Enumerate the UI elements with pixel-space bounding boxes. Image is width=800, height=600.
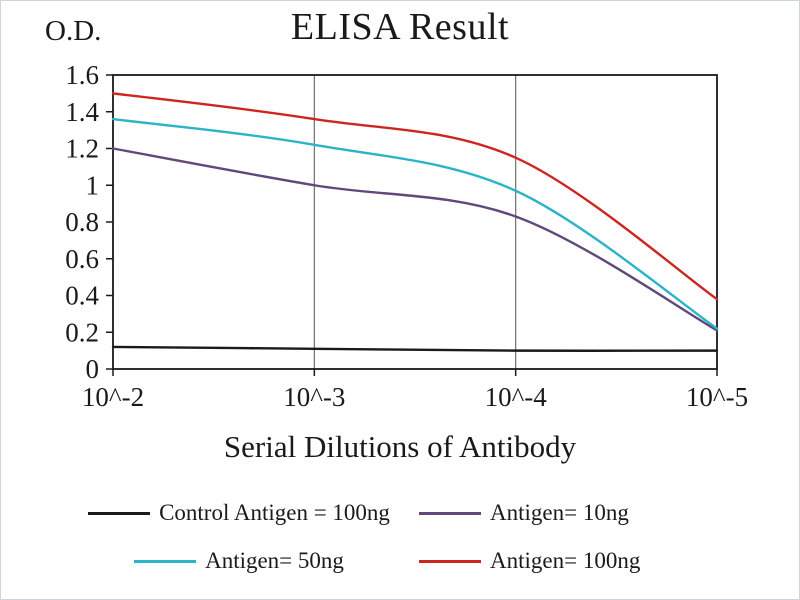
y-tick-label: 0 [86, 354, 100, 384]
legend-item-antigen-50ng: Antigen= 50ng [59, 539, 419, 583]
legend-label: Antigen= 10ng [490, 500, 629, 525]
legend-label: Antigen= 100ng [490, 548, 641, 573]
legend-item-antigen-10ng: Antigen= 10ng [419, 491, 779, 535]
legend-line-sample [419, 511, 481, 515]
y-tick-label: 1 [86, 170, 100, 200]
x-tick-label: 10^-3 [283, 382, 345, 412]
y-tick-label: 1.4 [65, 97, 99, 127]
legend-line-sample [419, 559, 481, 563]
legend-label: Antigen= 50ng [205, 548, 344, 573]
legend-item-antigen-100ng: Antigen= 100ng [419, 539, 779, 583]
legend: Control Antigen = 100ng Antigen= 10ng An… [59, 491, 779, 583]
series-line-2 [111, 117, 719, 330]
x-tick-label: 10^-2 [82, 382, 144, 412]
legend-line-sample [134, 559, 197, 563]
series-line-3 [111, 92, 719, 301]
x-tick-label: 10^-5 [686, 382, 748, 412]
y-tick-label: 0.2 [65, 317, 99, 347]
y-axis-title: O.D. [45, 15, 102, 47]
y-tick-label: 0.4 [65, 281, 99, 311]
legend-item-control-antigen: Control Antigen = 100ng [59, 491, 419, 535]
plot-border [112, 74, 718, 370]
y-tick-label: 1.6 [65, 60, 99, 90]
legend-label: Control Antigen = 100ng [159, 500, 390, 525]
legend-line-sample [88, 511, 151, 515]
series-line-0 [111, 345, 719, 352]
chart-title: ELISA Result [290, 6, 510, 48]
plot-area: 0 0.2 0.4 0.6 0.8 1 1.2 1.4 1.6 10^-2 10^-3 10^-4 10… [65, 60, 748, 412]
x-tick-label: 10^-4 [485, 382, 548, 412]
y-tick-label: 0.8 [65, 207, 99, 237]
series-line-1 [111, 147, 719, 332]
y-tick-label: 1.2 [65, 134, 99, 164]
x-axis-title: Serial Dilutions of Antibody [223, 429, 577, 464]
y-tick-label: 0.6 [65, 244, 99, 274]
